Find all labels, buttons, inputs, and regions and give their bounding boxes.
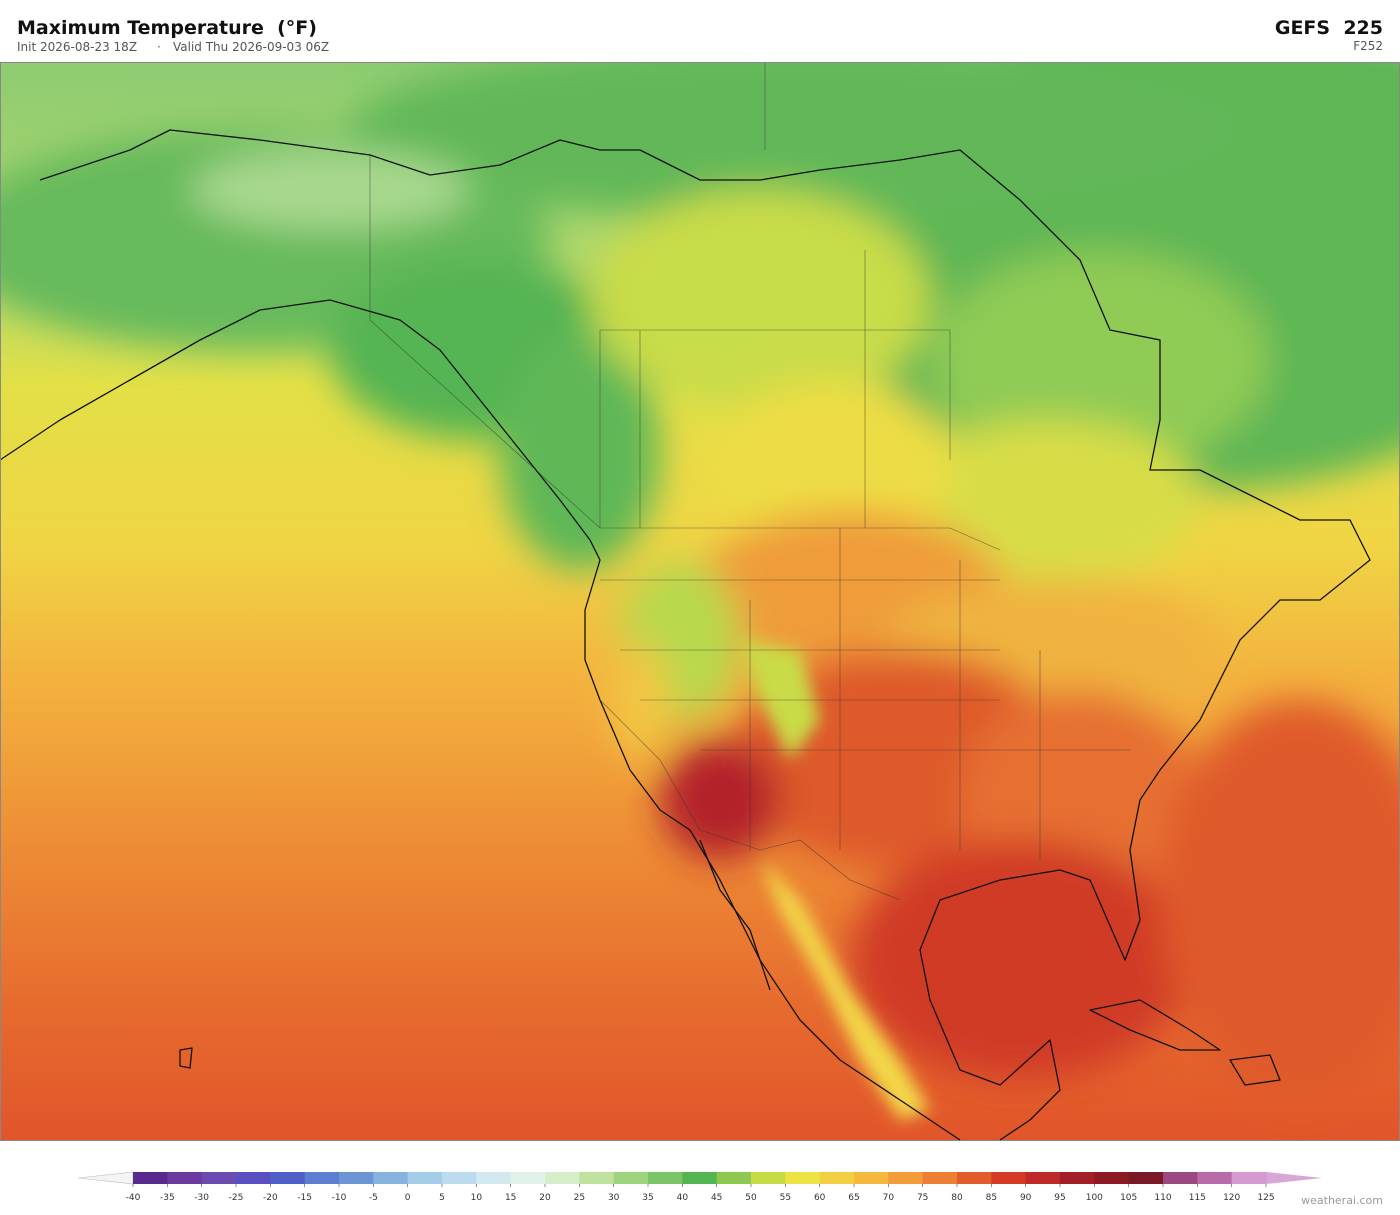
colorbar-segment bbox=[991, 1172, 1027, 1184]
colorbar-tick-label: 65 bbox=[848, 1193, 859, 1203]
colorbar-tick-label: 80 bbox=[951, 1193, 963, 1203]
colorbar-segment bbox=[545, 1172, 580, 1184]
colorbar-tick-label: 100 bbox=[1086, 1193, 1103, 1203]
colorbar-tick-label: 0 bbox=[405, 1193, 411, 1203]
init-time: Init 2026-08-23 18Z bbox=[17, 40, 137, 54]
colorbar-tick-label: 55 bbox=[780, 1193, 791, 1203]
map bbox=[0, 62, 1400, 1140]
colorbar-segment bbox=[1163, 1172, 1198, 1184]
model-name: GEFS 225 bbox=[1275, 17, 1383, 39]
colorbar-segment bbox=[1094, 1172, 1130, 1184]
colorbar-segment bbox=[442, 1172, 477, 1184]
colorbar: -40 -35 -30 -25 -20 -15 -10 -5 0 5 10 15 20 25 30 35 40 4… bbox=[77, 1171, 1322, 1203]
colorbar-segment bbox=[133, 1172, 168, 1184]
colorbar-segment bbox=[270, 1172, 306, 1184]
colorbar-tick-label: 110 bbox=[1154, 1193, 1171, 1203]
coastline bbox=[1229, 1054, 1281, 1086]
coastline bbox=[39, 129, 1371, 1140]
colorbar-segment bbox=[1128, 1172, 1164, 1184]
colorbar-segment bbox=[407, 1172, 443, 1184]
colorbar-segment bbox=[1060, 1172, 1095, 1184]
colorbar-segment bbox=[201, 1172, 237, 1184]
colorbar-tick-label: 15 bbox=[505, 1193, 516, 1203]
colorbar-over bbox=[1266, 1172, 1322, 1184]
colorbar-tick-label: 45 bbox=[711, 1193, 722, 1203]
colorbar-tick-label: -5 bbox=[369, 1193, 378, 1203]
colorbar-segment bbox=[579, 1172, 615, 1184]
coastline bbox=[1089, 999, 1221, 1051]
colorbar-tick-label: 60 bbox=[814, 1193, 826, 1203]
colorbar-tick-label: 85 bbox=[986, 1193, 997, 1203]
colorbar-segment bbox=[888, 1172, 924, 1184]
colorbar-segment bbox=[648, 1172, 683, 1184]
valid-time: Valid Thu 2026-09-03 06Z bbox=[173, 40, 329, 54]
border bbox=[369, 62, 1001, 901]
colorbar-under bbox=[77, 1171, 134, 1185]
colorbar-segment bbox=[510, 1172, 546, 1184]
colorbar-tick-label: 125 bbox=[1257, 1193, 1274, 1203]
colorbar-tick-label: 30 bbox=[608, 1193, 620, 1203]
colorbar-tick-label: 35 bbox=[642, 1193, 653, 1203]
colorbar-segment bbox=[819, 1172, 855, 1184]
coastline bbox=[699, 839, 771, 991]
colorbar-tick-label: 105 bbox=[1120, 1193, 1137, 1203]
colorbar-segment bbox=[236, 1172, 271, 1184]
colorbar-segment bbox=[1197, 1172, 1233, 1184]
colorbar-tick-label: 20 bbox=[539, 1193, 551, 1203]
colorbar-segment bbox=[957, 1172, 992, 1184]
colorbar-segment bbox=[854, 1172, 889, 1184]
colorbar-segment bbox=[613, 1172, 649, 1184]
colorbar-tick-label: -25 bbox=[229, 1193, 244, 1203]
colorbar-tick-label: 25 bbox=[574, 1193, 585, 1203]
colorbar-segment bbox=[785, 1172, 821, 1184]
colorbar-segment bbox=[167, 1172, 203, 1184]
map-title: Maximum Temperature (°F) bbox=[17, 17, 317, 39]
border bbox=[600, 528, 1130, 860]
colorbar-tick-label: 90 bbox=[1020, 1193, 1032, 1203]
colorbar-tick-label: 10 bbox=[471, 1193, 483, 1203]
credit: weatherai.com bbox=[1301, 1194, 1383, 1207]
colorbar-tick-label: 5 bbox=[439, 1193, 445, 1203]
colorbar-segment bbox=[751, 1172, 786, 1184]
colorbar-tick-label: 95 bbox=[1054, 1193, 1065, 1203]
colorbar-segment bbox=[304, 1172, 340, 1184]
colorbar-tick-label: -10 bbox=[332, 1193, 347, 1203]
colorbar-segment bbox=[716, 1172, 752, 1184]
colorbar-segment bbox=[339, 1172, 374, 1184]
colorbar-tick-label: -20 bbox=[263, 1193, 278, 1203]
colorbar-segment bbox=[1025, 1172, 1061, 1184]
colorbar-tick-label: -30 bbox=[194, 1193, 209, 1203]
colorbar-tick-label: -35 bbox=[160, 1193, 175, 1203]
coastline bbox=[179, 1047, 193, 1069]
colorbar-segment bbox=[922, 1172, 958, 1184]
colorbar-segment bbox=[476, 1172, 512, 1184]
separator: · bbox=[157, 40, 161, 54]
colorbar-tick-label: 120 bbox=[1223, 1193, 1240, 1203]
forecast-hour: F252 bbox=[1353, 39, 1383, 53]
colorbar-tick-label: 70 bbox=[883, 1193, 895, 1203]
colorbar-tick-label: -40 bbox=[126, 1193, 141, 1203]
temperature-field bbox=[0, 62, 1400, 1100]
colorbar-tick-label: 50 bbox=[745, 1193, 757, 1203]
colorbar-tick-label: -15 bbox=[297, 1193, 312, 1203]
colorbar-tick-label: 40 bbox=[677, 1193, 689, 1203]
colorbar-segment bbox=[682, 1172, 718, 1184]
colorbar-tick-label: 115 bbox=[1189, 1193, 1206, 1203]
colorbar-segment bbox=[1231, 1172, 1267, 1184]
colorbar-tick-label: 75 bbox=[917, 1193, 928, 1203]
colorbar-segment bbox=[373, 1172, 409, 1184]
